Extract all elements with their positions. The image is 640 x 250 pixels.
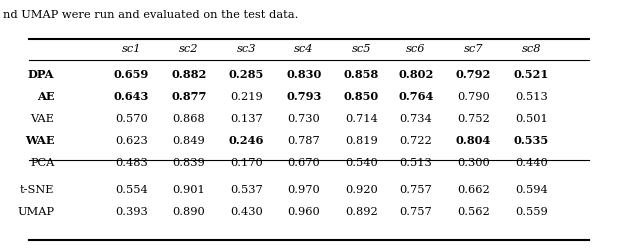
Text: 0.170: 0.170 — [230, 158, 263, 168]
Text: 0.554: 0.554 — [115, 185, 148, 195]
Text: 0.804: 0.804 — [456, 136, 492, 146]
Text: nd UMAP were run and evaluated on the test data.: nd UMAP were run and evaluated on the te… — [3, 10, 299, 20]
Text: 0.882: 0.882 — [171, 70, 207, 80]
Text: sc6: sc6 — [406, 44, 426, 54]
Text: sc4: sc4 — [294, 44, 314, 54]
Text: DPA: DPA — [28, 70, 54, 80]
Text: 0.890: 0.890 — [172, 207, 205, 217]
Text: 0.521: 0.521 — [513, 70, 549, 80]
Text: 0.219: 0.219 — [230, 92, 263, 102]
Text: 0.537: 0.537 — [230, 185, 263, 195]
Text: 0.559: 0.559 — [515, 207, 548, 217]
Text: 0.752: 0.752 — [457, 114, 490, 124]
Text: 0.850: 0.850 — [344, 92, 380, 102]
Text: 0.790: 0.790 — [457, 92, 490, 102]
Text: sc1: sc1 — [122, 44, 141, 54]
Text: 0.440: 0.440 — [515, 158, 548, 168]
Text: t-SNE: t-SNE — [20, 185, 54, 195]
Text: 0.714: 0.714 — [345, 114, 378, 124]
Text: WAE: WAE — [25, 136, 54, 146]
Text: 0.793: 0.793 — [286, 92, 322, 102]
Text: 0.849: 0.849 — [172, 136, 205, 146]
Text: 0.285: 0.285 — [228, 70, 264, 80]
Text: 0.430: 0.430 — [230, 207, 263, 217]
Text: 0.513: 0.513 — [399, 158, 433, 168]
Text: 0.920: 0.920 — [345, 185, 378, 195]
Text: 0.662: 0.662 — [457, 185, 490, 195]
Text: 0.970: 0.970 — [287, 185, 321, 195]
Text: 0.300: 0.300 — [457, 158, 490, 168]
Text: 0.764: 0.764 — [398, 92, 434, 102]
Text: 0.643: 0.643 — [113, 92, 149, 102]
Text: 0.734: 0.734 — [399, 114, 433, 124]
Text: 0.594: 0.594 — [515, 185, 548, 195]
Text: 0.562: 0.562 — [457, 207, 490, 217]
Text: 0.570: 0.570 — [115, 114, 148, 124]
Text: sc2: sc2 — [179, 44, 198, 54]
Text: 0.802: 0.802 — [398, 70, 434, 80]
Text: 0.535: 0.535 — [514, 136, 548, 146]
Text: VAE: VAE — [31, 114, 54, 124]
Text: sc3: sc3 — [237, 44, 256, 54]
Text: 0.819: 0.819 — [345, 136, 378, 146]
Text: 0.483: 0.483 — [115, 158, 148, 168]
Text: 0.787: 0.787 — [287, 136, 321, 146]
Text: 0.246: 0.246 — [228, 136, 264, 146]
Text: 0.730: 0.730 — [287, 114, 321, 124]
Text: 0.858: 0.858 — [344, 70, 380, 80]
Text: 0.501: 0.501 — [515, 114, 548, 124]
Text: 0.868: 0.868 — [172, 114, 205, 124]
Text: AE: AE — [36, 92, 54, 102]
Text: 0.670: 0.670 — [287, 158, 321, 168]
Text: 0.393: 0.393 — [115, 207, 148, 217]
Text: 0.792: 0.792 — [456, 70, 492, 80]
Text: 0.892: 0.892 — [345, 207, 378, 217]
Text: 0.540: 0.540 — [345, 158, 378, 168]
Text: 0.830: 0.830 — [286, 70, 322, 80]
Text: 0.623: 0.623 — [115, 136, 148, 146]
Text: 0.757: 0.757 — [399, 207, 433, 217]
Text: sc5: sc5 — [352, 44, 371, 54]
Text: 0.513: 0.513 — [515, 92, 548, 102]
Text: sc7: sc7 — [464, 44, 483, 54]
Text: PCA: PCA — [30, 158, 54, 168]
Text: 0.839: 0.839 — [172, 158, 205, 168]
Text: 0.757: 0.757 — [399, 185, 433, 195]
Text: 0.960: 0.960 — [287, 207, 321, 217]
Text: 0.877: 0.877 — [171, 92, 207, 102]
Text: 0.137: 0.137 — [230, 114, 263, 124]
Text: sc8: sc8 — [522, 44, 541, 54]
Text: UMAP: UMAP — [17, 207, 54, 217]
Text: 0.901: 0.901 — [172, 185, 205, 195]
Text: 0.722: 0.722 — [399, 136, 433, 146]
Text: 0.659: 0.659 — [113, 70, 149, 80]
